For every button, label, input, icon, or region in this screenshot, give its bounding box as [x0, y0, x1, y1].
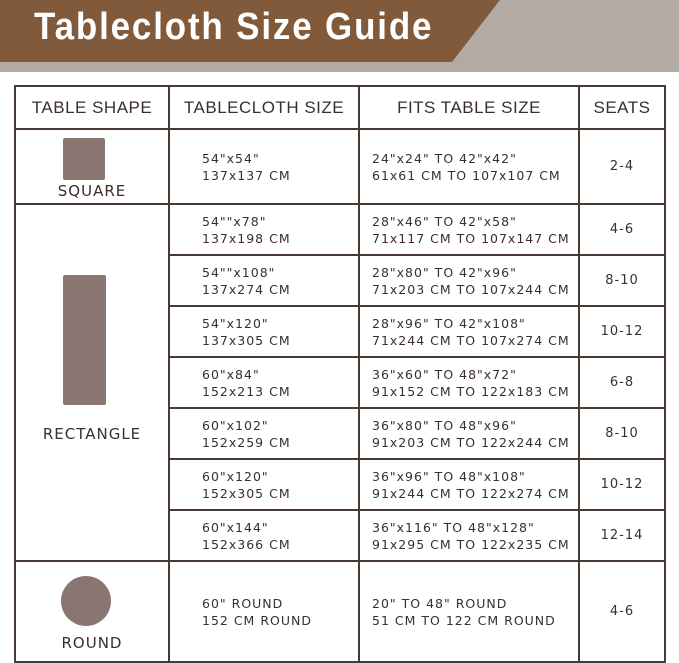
- size-cm: 137x137 CM: [202, 167, 291, 183]
- fits-inches: 28"x80" TO 42"x96": [372, 264, 517, 280]
- shape-label: ROUND: [61, 634, 123, 652]
- fits-cm: 91x295 CM TO 122x235 CM: [372, 536, 570, 552]
- header-seats: SEATS: [578, 85, 666, 130]
- size-cm: 137x198 CM: [202, 230, 291, 246]
- tablecloth-size-cell: 54""x78" 137x198 CM: [168, 203, 360, 256]
- size-cm: 152x259 CM: [202, 434, 291, 450]
- fits-table-size-cell: 36"x60" TO 48"x72" 91x152 CM TO 122x183 C…: [358, 356, 580, 409]
- fits-table-size-cell: 28"x46" TO 42"x58" 71x117 CM TO 107x147 C…: [358, 203, 580, 256]
- shape-label: SQUARE: [57, 182, 127, 200]
- shape-cell-rectangle: RECTANGLE: [14, 203, 170, 562]
- seats-cell: 6-8: [578, 356, 666, 409]
- size-cm: 137x274 CM: [202, 281, 291, 297]
- fits-cm: 91x244 CM TO 122x274 CM: [372, 485, 570, 501]
- title-banner: [0, 0, 500, 62]
- seats-cell: 10-12: [578, 305, 666, 358]
- size-inches: 60"x120": [202, 468, 269, 484]
- fits-inches: 36"x80" TO 48"x96": [372, 417, 517, 433]
- size-cm: 152x213 CM: [202, 383, 291, 399]
- seats-cell: 2-4: [578, 128, 666, 205]
- fits-inches: 24"x24" TO 42"x42": [372, 150, 517, 166]
- size-cm: 137x305 CM: [202, 332, 291, 348]
- fits-inches: 36"x96" TO 48"x108": [372, 468, 526, 484]
- seats-cell: 12-14: [578, 509, 666, 562]
- fits-cm: 61x61 CM TO 107x107 CM: [372, 167, 561, 183]
- size-cm: 152 CM ROUND: [202, 612, 312, 628]
- tablecloth-size-cell: 60"x102" 152x259 CM: [168, 407, 360, 460]
- tablecloth-size-cell: 60" ROUND 152 CM ROUND: [168, 560, 360, 663]
- table-row: 60"x102" 152x259 CM 36"x80" TO 48"x96" 91x2…: [15, 407, 666, 460]
- size-cm: 152x366 CM: [202, 536, 291, 552]
- fits-cm: 91x152 CM TO 122x183 CM: [372, 383, 570, 399]
- fits-table-size-cell: 20" TO 48" ROUND 51 CM TO 122 CM ROUND: [358, 560, 580, 663]
- table-row: 54""x108" 137x274 CM 28"x80" TO 42"x96" 71x…: [15, 254, 666, 307]
- fits-inches: 28"x46" TO 42"x58": [372, 213, 517, 229]
- tablecloth-size-cell: 60"x144" 152x366 CM: [168, 509, 360, 562]
- size-inches: 60"x102": [202, 417, 269, 433]
- page-title: Tablecloth Size Guide: [34, 6, 434, 48]
- fits-inches: 20" TO 48" ROUND: [372, 595, 508, 611]
- seats-cell: 8-10: [578, 407, 666, 460]
- table-row: ROUND 60" ROUND 152 CM ROUND 20" TO 48" ROU…: [14, 560, 666, 663]
- size-inches: 54"x120": [202, 315, 269, 331]
- size-inches: 54""x108": [202, 264, 276, 280]
- fits-cm: 51 CM TO 122 CM ROUND: [372, 612, 556, 628]
- size-inches: 60"x144": [202, 519, 269, 535]
- fits-table-size-cell: 36"x96" TO 48"x108" 91x244 CM TO 122x274 …: [358, 458, 580, 511]
- fits-cm: 71x117 CM TO 107x147 CM: [372, 230, 570, 246]
- fits-inches: 28"x96" TO 42"x108": [372, 315, 526, 331]
- seats-cell: 8-10: [578, 254, 666, 307]
- fits-inches: 36"x116" TO 48"x128": [372, 519, 535, 535]
- seats-cell: 4-6: [578, 560, 666, 663]
- fits-table-size-cell: 24"x24" TO 42"x42" 61x61 CM TO 107x107 CM: [358, 128, 580, 205]
- table-row: 60"x84" 152x213 CM 36"x60" TO 48"x72" 91x15…: [15, 356, 666, 409]
- seats-cell: 4-6: [578, 203, 666, 256]
- fits-table-size-cell: 28"x96" TO 42"x108" 71x244 CM TO 107x274 …: [358, 305, 580, 358]
- header-row: TABLE SHAPE TABLECLOTH SIZE FITS TABLE S…: [14, 85, 666, 130]
- size-table: TABLE SHAPE TABLECLOTH SIZE FITS TABLE S…: [14, 85, 666, 663]
- table-row: 60"x144" 152x366 CM 36"x116" TO 48"x128" 91…: [15, 509, 666, 562]
- round-shape-icon: [61, 576, 111, 626]
- tablecloth-size-cell: 60"x120" 152x305 CM: [168, 458, 360, 511]
- table-row: 54"x120" 137x305 CM 28"x96" TO 42"x108" 71x…: [15, 305, 666, 358]
- size-cm: 152x305 CM: [202, 485, 291, 501]
- fits-cm: 71x244 CM TO 107x274 CM: [372, 332, 570, 348]
- size-inches: 60"x84": [202, 366, 260, 382]
- seats-cell: 10-12: [578, 458, 666, 511]
- shape-cell-round: ROUND: [14, 560, 170, 663]
- tablecloth-size-cell: 54""x108" 137x274 CM: [168, 254, 360, 307]
- header-fits-table-size: FITS TABLE SIZE: [358, 85, 580, 130]
- table-row: SQUARE 54"x54" 137x137 CM 24"x24" TO 42"x42…: [14, 128, 666, 205]
- table-row: RECTANGLE 54""x78" 137x198 CM 28"x46" TO 42…: [14, 203, 666, 562]
- fits-inches: 36"x60" TO 48"x72": [372, 366, 517, 382]
- table-row: 60"x120" 152x305 CM 36"x96" TO 48"x108" 91x…: [15, 458, 666, 511]
- fits-cm: 71x203 CM TO 107x244 CM: [372, 281, 570, 297]
- fits-table-size-cell: 28"x80" TO 42"x96" 71x203 CM TO 107x244 C…: [358, 254, 580, 307]
- square-shape-icon: [63, 138, 105, 180]
- fits-table-size-cell: 36"x80" TO 48"x96" 91x203 CM TO 122x244 C…: [358, 407, 580, 460]
- rectangle-shape-icon: [63, 275, 106, 405]
- size-inches: 54""x78": [202, 213, 267, 229]
- shape-label: RECTANGLE: [42, 425, 142, 443]
- header-tablecloth-size: TABLECLOTH SIZE: [168, 85, 360, 130]
- fits-cm: 91x203 CM TO 122x244 CM: [372, 434, 570, 450]
- header-table-shape: TABLE SHAPE: [14, 85, 170, 130]
- size-inches: 54"x54": [202, 150, 260, 166]
- fits-table-size-cell: 36"x116" TO 48"x128" 91x295 CM TO 122x235…: [358, 509, 580, 562]
- size-inches: 60" ROUND: [202, 595, 284, 611]
- tablecloth-size-cell: 60"x84" 152x213 CM: [168, 356, 360, 409]
- tablecloth-size-cell: 54"x120" 137x305 CM: [168, 305, 360, 358]
- shape-cell-square: SQUARE: [14, 128, 170, 205]
- tablecloth-size-cell: 54"x54" 137x137 CM: [168, 128, 360, 205]
